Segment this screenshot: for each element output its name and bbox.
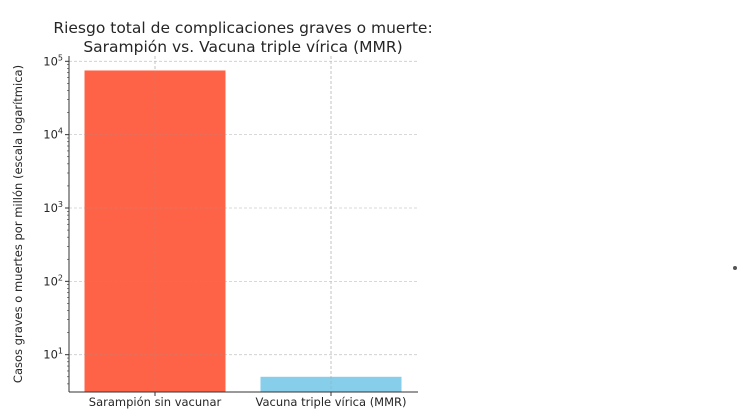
stray-dot <box>733 266 737 270</box>
y-tick-label: 102 <box>43 273 63 288</box>
axes: 101 102 103 104 105 Sarampión sin vacunar Vacu… <box>43 53 418 409</box>
x-tick-label: Sarampión sin vacunar <box>89 395 222 409</box>
y-tick-label: 103 <box>43 200 63 215</box>
bar-2 <box>260 376 402 392</box>
y-tick-label: 105 <box>43 53 63 68</box>
x-tick-label: Vacuna triple vírica (MMR) <box>255 395 406 409</box>
chart-title-line-2: Sarampión vs. Vacuna triple vírica (MMR) <box>83 38 402 56</box>
y-tick-label: 104 <box>43 127 63 142</box>
bar-1 <box>84 70 226 392</box>
bars <box>84 56 402 392</box>
chart-title-line-1: Riesgo total de complicaciones graves o … <box>53 19 432 37</box>
y-tick-label: 101 <box>43 347 63 362</box>
y-axis-label: Casos graves o muertes por millón (escal… <box>11 65 25 383</box>
